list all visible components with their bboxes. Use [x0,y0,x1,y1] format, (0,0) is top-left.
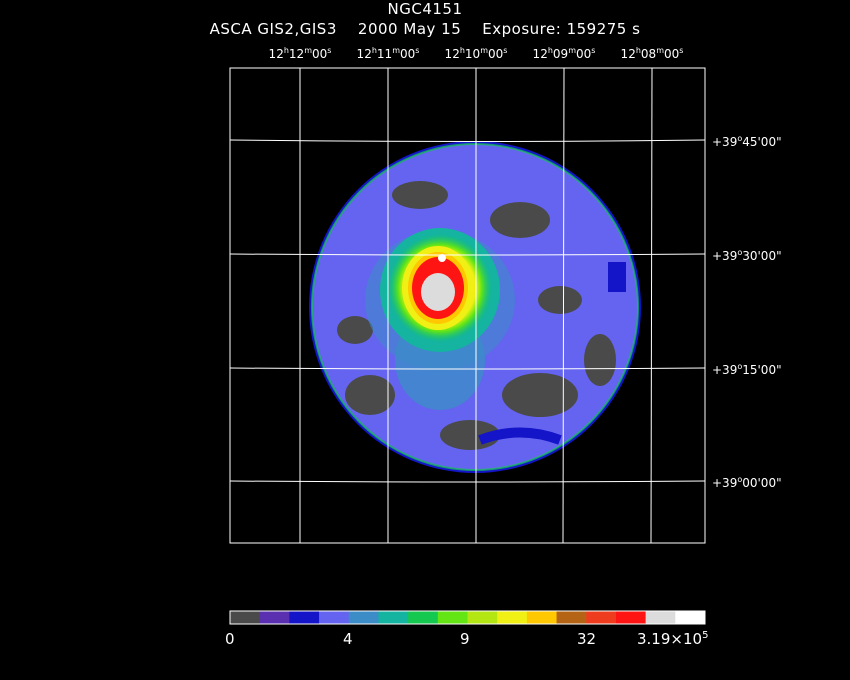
colorbar-swatch [675,611,706,624]
dec-tick-label: +39o15'00" [712,362,782,377]
ra-tick-label: 12h10m00s [444,46,508,61]
xray-image [309,141,641,473]
coordinate-grid [229,67,706,544]
grid-line-dec [229,139,706,142]
ra-tick-label: 12h11m00s [356,46,420,61]
grid-line-dec [229,253,706,256]
ra-tick-label: 12h08m00s [620,46,684,61]
fov-structure [337,181,626,450]
colorbar-swatch [645,611,676,624]
grid-line-ra [562,67,565,544]
colorbar-swatch [378,611,409,624]
image-subtitle: ASCA GIS2,GIS3 2000 May 15 Exposure: 159… [209,20,641,38]
dec-tick-label: +39o45'00" [712,134,782,149]
colorbar-swatch [615,611,647,624]
colorbar-swatch [348,611,379,624]
ra-tick-label: 12h12m00s [268,46,332,61]
colorbar-swatch [289,611,320,624]
dec-tick-label: +39o30'00" [712,248,782,263]
colorbar-swatch [408,611,439,624]
colorbar-swatch [526,611,558,624]
colorbar-max-label: 3.19×105 [637,630,709,648]
colorbar-swatch [467,611,498,624]
colorbar-swatch [230,611,261,624]
colorbar-swatch [497,611,528,624]
grid-line-dec [229,367,706,370]
image-title: NGC4151 [387,0,463,18]
colorbar-border [229,610,706,625]
colorbar-tick-label: 4 [343,630,353,648]
colorbar-swatch [437,611,468,624]
colorbar [229,610,706,625]
colorbar-swatch [556,611,587,624]
image-border [229,67,706,544]
dec-tick-label: +39o00'00" [712,475,782,490]
colorbar-tick-label: 32 [577,630,597,648]
ra-tick-label: 12h09m00s [532,46,596,61]
colorbar-tick-label: 9 [460,630,470,648]
colorbar-tick-label: 0 [225,630,235,648]
grid-line-ra [650,67,653,544]
colorbar-swatch [319,611,350,624]
grid-line-dec [229,480,706,483]
colorbar-swatch [586,611,617,624]
colorbar-swatch [259,611,290,624]
